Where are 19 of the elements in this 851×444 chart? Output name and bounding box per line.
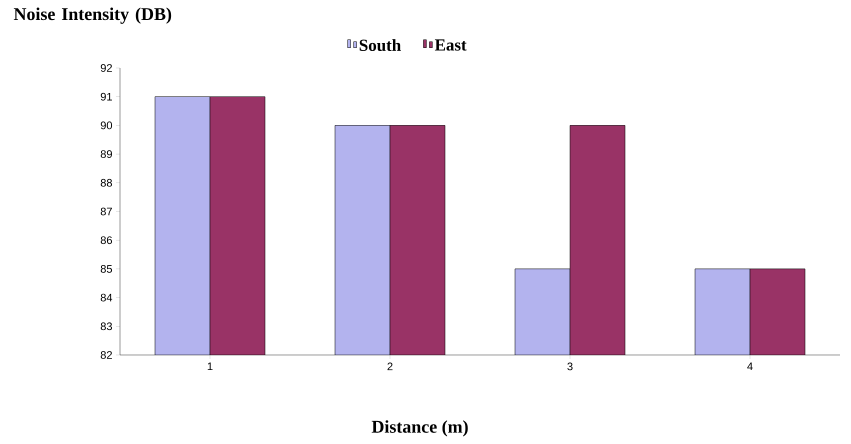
legend-label: East <box>434 39 467 51</box>
x-tick-label: 3 <box>567 362 573 370</box>
y-tick-label: 83 <box>100 322 112 330</box>
y-tick-label: 85 <box>100 265 112 273</box>
y-axis-title: Noise Intensity (DB) <box>14 8 172 24</box>
y-tick-label: 87 <box>100 208 112 216</box>
x-tick-label: 4 <box>747 362 753 370</box>
y-tick-label: 82 <box>100 351 112 359</box>
y-tick-label: 89 <box>100 150 112 158</box>
y-tick-label: 90 <box>100 122 112 130</box>
y-tick-label: 88 <box>100 178 112 187</box>
y-tick-label: 91 <box>100 92 112 101</box>
legend-label: South <box>360 39 401 52</box>
x-axis-title: Distance (m) <box>372 420 468 436</box>
x-tick-label: 1 <box>208 362 213 370</box>
x-tick-label: 2 <box>388 362 393 370</box>
y-tick-label: 86 <box>100 236 112 244</box>
y-tick-label: 84 <box>100 294 112 302</box>
y-tick-label: 92 <box>100 64 112 72</box>
